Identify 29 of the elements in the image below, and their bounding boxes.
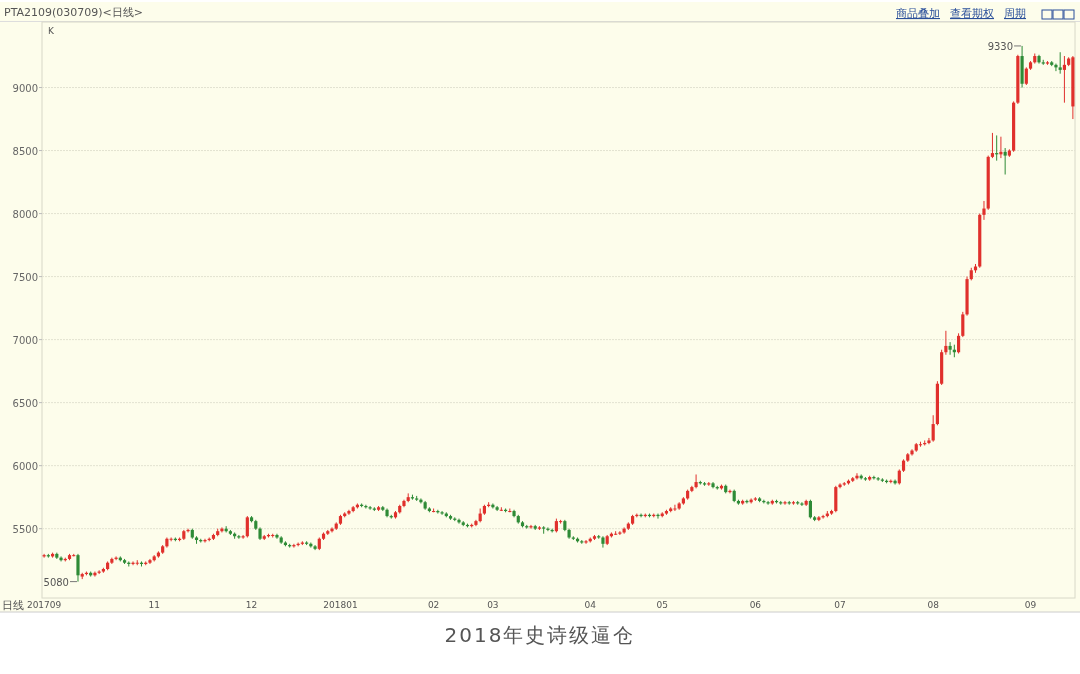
x-tick-label: 08 bbox=[927, 600, 940, 610]
y-tick-label: 5500 bbox=[12, 523, 38, 535]
x-tick-label: 04 bbox=[584, 600, 597, 610]
y-tick-label: 7000 bbox=[12, 334, 38, 346]
x-tick-label: 12 bbox=[245, 600, 258, 610]
x-tick-label: 11 bbox=[148, 600, 160, 610]
text: 查看期权 bbox=[950, 7, 994, 20]
y-tick-label: 6500 bbox=[12, 397, 38, 409]
annotation: 9330 bbox=[987, 40, 1014, 52]
x-tick-label: 05 bbox=[656, 600, 668, 610]
text: 2018年史诗级逼仓 bbox=[444, 623, 636, 647]
x-tick-label: 03 bbox=[487, 600, 499, 610]
y-axis-title: K bbox=[48, 26, 55, 36]
x-tick-label: 201709 bbox=[26, 600, 62, 610]
text: 周期 bbox=[1004, 7, 1026, 20]
x-tick-label: 07 bbox=[834, 600, 846, 610]
y-tick-label: 7500 bbox=[12, 271, 38, 283]
x-tick-label: 201801 bbox=[323, 600, 358, 610]
annotation: 5080 bbox=[43, 576, 69, 588]
x-axis-title: 日线 bbox=[2, 599, 24, 612]
x-tick-label: 09 bbox=[1024, 600, 1037, 610]
y-tick-label: 6000 bbox=[12, 460, 38, 472]
x-tick-label: 02 bbox=[427, 600, 440, 610]
y-tick-label: 9000 bbox=[12, 82, 38, 94]
text: 商品叠加 bbox=[896, 7, 940, 20]
y-tick-label: 8000 bbox=[12, 208, 38, 220]
y-tick-label: 8500 bbox=[12, 145, 38, 157]
chart-title: PTA2109(030709)<日线> bbox=[4, 6, 144, 19]
x-tick-label: 06 bbox=[749, 600, 762, 610]
